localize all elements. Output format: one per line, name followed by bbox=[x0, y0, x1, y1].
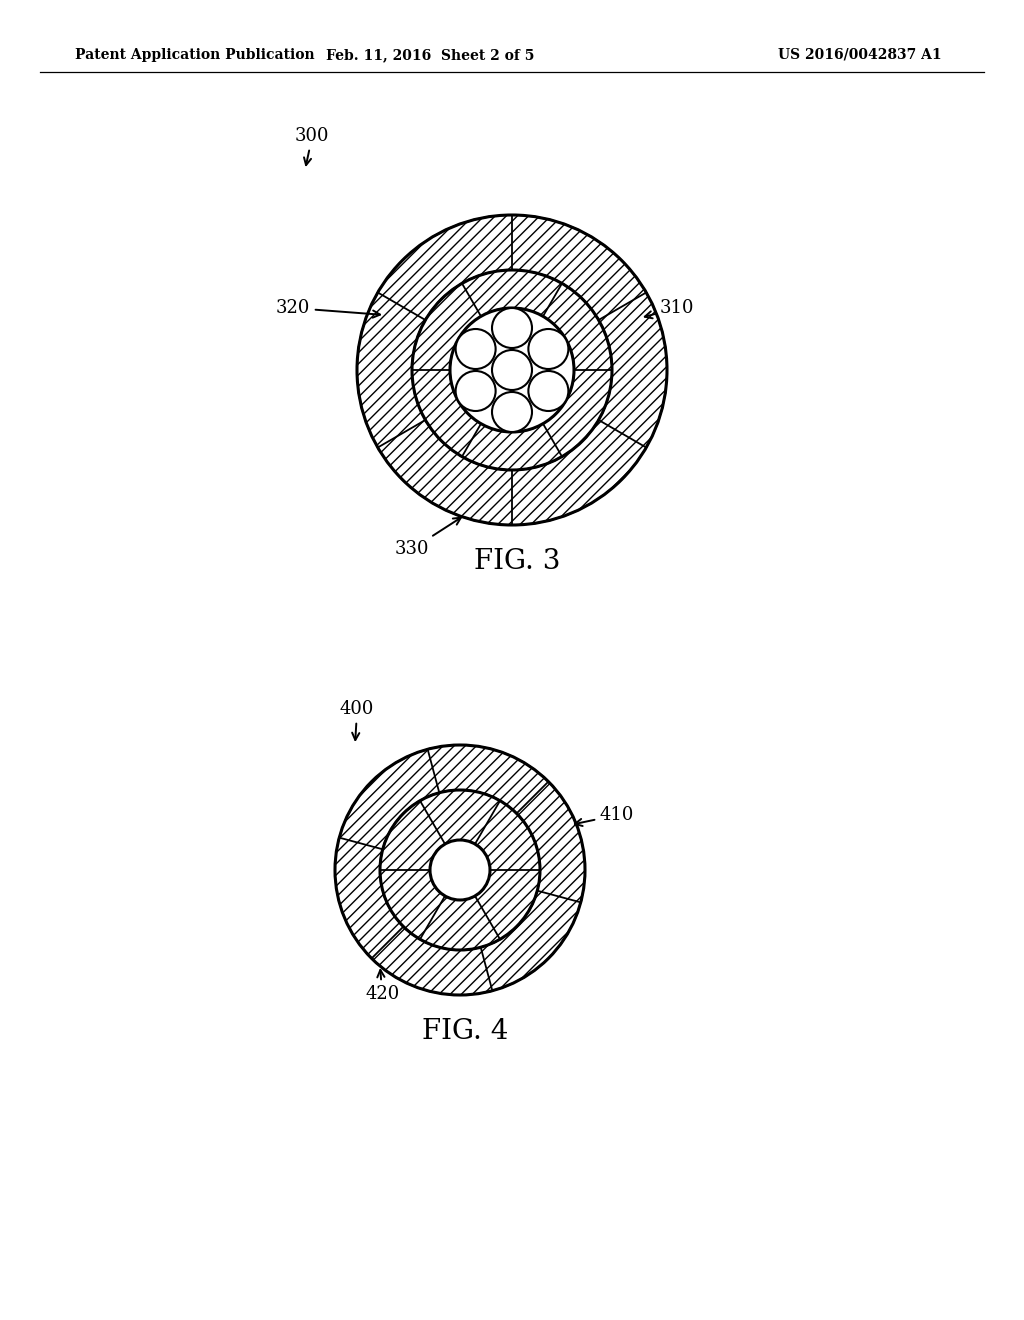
Wedge shape bbox=[357, 215, 667, 525]
Text: FIG. 4: FIG. 4 bbox=[422, 1018, 508, 1045]
Circle shape bbox=[528, 371, 568, 411]
Text: 300: 300 bbox=[295, 127, 330, 165]
Circle shape bbox=[492, 350, 532, 389]
Wedge shape bbox=[380, 789, 540, 950]
Wedge shape bbox=[412, 271, 612, 470]
Text: US 2016/0042837 A1: US 2016/0042837 A1 bbox=[778, 48, 942, 62]
Text: 400: 400 bbox=[340, 700, 375, 741]
Text: 420: 420 bbox=[365, 970, 399, 1003]
Circle shape bbox=[492, 392, 532, 432]
Circle shape bbox=[430, 840, 490, 900]
Circle shape bbox=[450, 308, 574, 432]
Text: FIG. 3: FIG. 3 bbox=[474, 548, 560, 576]
Text: Feb. 11, 2016  Sheet 2 of 5: Feb. 11, 2016 Sheet 2 of 5 bbox=[326, 48, 535, 62]
Circle shape bbox=[456, 371, 496, 411]
Text: 310: 310 bbox=[645, 300, 694, 318]
Circle shape bbox=[492, 308, 532, 348]
Circle shape bbox=[456, 329, 496, 370]
Text: 330: 330 bbox=[395, 517, 461, 558]
Circle shape bbox=[528, 329, 568, 370]
Wedge shape bbox=[335, 744, 585, 995]
Text: 320: 320 bbox=[275, 300, 380, 318]
Text: Patent Application Publication: Patent Application Publication bbox=[75, 48, 314, 62]
Text: 410: 410 bbox=[574, 807, 635, 826]
